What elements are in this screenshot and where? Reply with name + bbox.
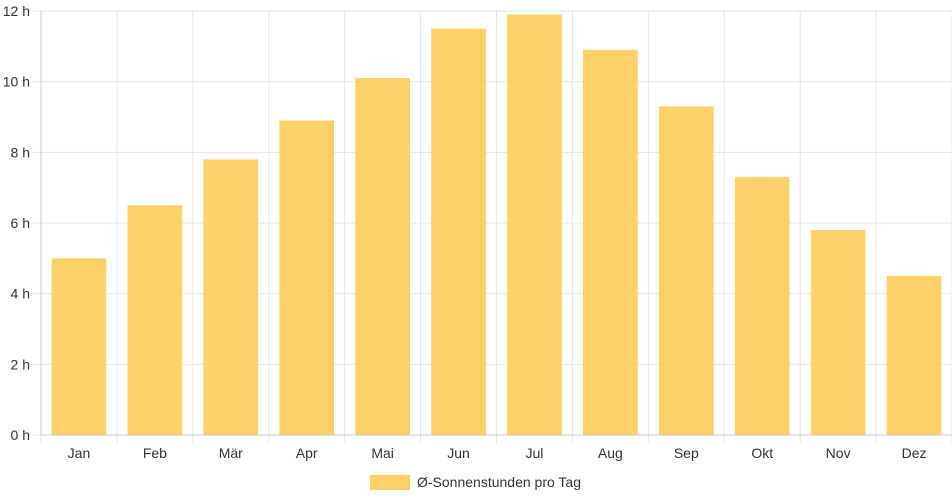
legend-swatch[interactable] [370,475,410,490]
bar-jan[interactable] [51,258,107,435]
x-tick-label: Apr [296,445,318,461]
bar-mär[interactable] [203,159,259,435]
bar-aug[interactable] [583,49,638,435]
axes: 0 h 2 h 4 h 6 h 8 h 10 h 12 h Jan Feb Mär Apr Mai Ju… [3,3,952,461]
x-tick-label: Jun [447,445,470,461]
x-tick-label: Feb [143,445,167,461]
x-tick-label: Jan [68,445,91,461]
x-tick-label: Okt [751,445,773,461]
x-tick-label: Jul [526,445,544,461]
legend[interactable]: Ø-Sonnenstunden pro Tag [370,474,581,490]
bar-feb[interactable] [127,205,183,435]
bar-nov[interactable] [810,230,866,435]
bars [51,14,942,436]
grid-lines [33,10,952,443]
y-tick-label: 4 h [11,286,30,302]
y-tick-label: 10 h [3,74,30,90]
x-tick-label: Dez [902,445,927,461]
bar-jun[interactable] [431,28,486,436]
y-tick-label: 0 h [11,427,30,443]
y-tick-label: 2 h [11,356,30,372]
x-tick-label: Aug [598,445,623,461]
bar-sep[interactable] [658,106,714,436]
bar-dez[interactable] [886,276,942,435]
bar-okt[interactable] [734,177,790,436]
x-tick-label: Mai [371,445,394,461]
bar-jul[interactable] [507,14,562,436]
y-tick-label: 12 h [3,3,30,19]
x-tick-label: Mär [219,445,243,461]
y-tick-label: 6 h [11,215,30,231]
y-tick-label: 8 h [11,144,30,160]
bar-apr[interactable] [279,120,335,436]
legend-label[interactable]: Ø-Sonnenstunden pro Tag [417,474,581,490]
x-tick-label: Sep [674,445,699,461]
x-tick-label: Nov [826,445,851,461]
bar-mai[interactable] [355,78,410,435]
